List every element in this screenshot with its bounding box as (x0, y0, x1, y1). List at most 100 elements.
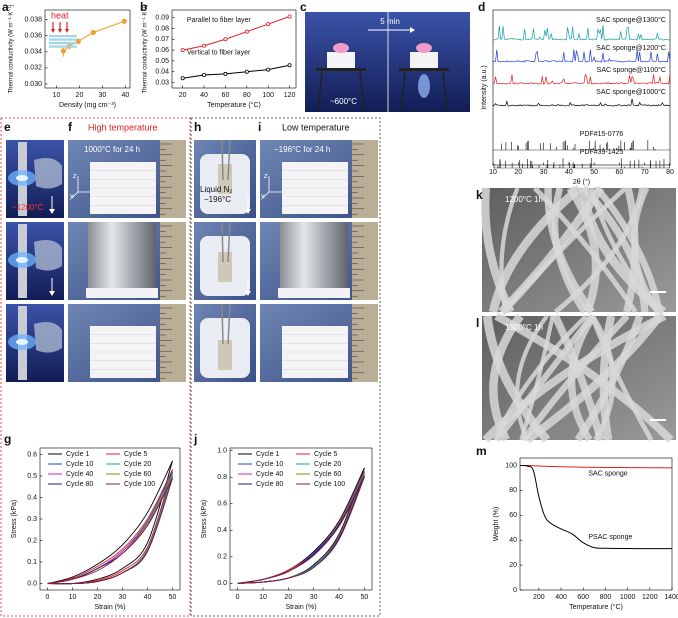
heat-arrow-head (65, 29, 69, 33)
loading-curve (237, 475, 365, 584)
trace-label: SAC sponge@1200°C (596, 44, 666, 52)
y-tick-label: 0.036 (24, 33, 42, 40)
y-axis-label: Thermal conductivity (W m⁻¹ K⁻¹) (9, 4, 15, 93)
point (244, 29, 249, 34)
hand (34, 158, 62, 189)
loading-curve (237, 476, 365, 584)
glow-core (16, 257, 28, 263)
axis-letter: z (72, 173, 77, 180)
x-tick-label: 70 (641, 169, 649, 176)
glow-core (16, 339, 28, 345)
stand (316, 68, 366, 71)
legend-label: Cycle 20 (314, 461, 341, 468)
x-axis-label: Strain (%) (94, 604, 125, 611)
fiber-layer (49, 45, 77, 48)
series-label: Vertical to fiber layer (187, 50, 251, 57)
y-tick-label: 0.032 (24, 65, 42, 72)
y-axis-label: Thermal conductivity (W m⁻¹ K⁻¹) (143, 4, 149, 93)
tweezer (221, 303, 224, 345)
point (60, 48, 66, 54)
legend-label: Cycle 40 (66, 471, 93, 478)
x-tick-label: 60 (616, 169, 624, 176)
point (223, 71, 228, 76)
arrow-head (410, 27, 415, 33)
y-tick-label: 0.04 (155, 69, 169, 76)
unloading-curve (237, 473, 365, 584)
loading-curve (47, 473, 173, 584)
y-tick-label: 0.6 (27, 451, 37, 458)
sem-label: 1300°C 1h (505, 323, 543, 332)
point (266, 67, 271, 72)
photo-text: −196°C (204, 195, 231, 204)
x-tick-label: 800 (600, 594, 612, 601)
y-tick-label: 0.07 (155, 36, 169, 43)
stand-leg (400, 70, 406, 111)
sponge (218, 340, 232, 370)
panel-title: High temperature (88, 122, 158, 132)
legend-label: Cycle 60 (314, 471, 341, 478)
x-tick-label: 100 (262, 92, 274, 99)
unloading-curve (237, 474, 365, 584)
x-tick-label: 60 (222, 92, 230, 99)
photo-text: ~1200°C (12, 203, 44, 212)
x-tick-label: 40 (144, 594, 152, 601)
loading-curve (47, 469, 173, 584)
fiber (544, 187, 595, 315)
plot-frame (44, 9, 131, 89)
loading-curve (47, 460, 173, 584)
fiber (594, 185, 663, 313)
sponge (86, 288, 158, 298)
y-tick-label: 0.4 (27, 494, 37, 501)
x-tick-label: 0 (46, 594, 50, 601)
stick-label: PDF#15-0776 (580, 131, 624, 138)
point (121, 18, 127, 24)
point (180, 76, 185, 81)
legend-label: Cycle 1 (256, 451, 279, 458)
x-tick-label: 40 (335, 594, 343, 601)
unloading-curve (237, 474, 365, 584)
arrow-head (245, 291, 251, 296)
x-tick-label: 10 (259, 594, 267, 601)
xrd-trace (492, 73, 671, 85)
photo-text: ~600°C (330, 97, 357, 106)
panel-letter: i (258, 120, 261, 134)
flame (418, 74, 430, 98)
panel-letter: m (476, 444, 487, 458)
ruler (352, 140, 378, 218)
arrow-head (245, 209, 251, 214)
heat-arrow-head (58, 29, 62, 33)
y-tick-label: 60 (509, 512, 517, 519)
y-tick-label: 0.2 (27, 537, 37, 544)
legend-label: Cycle 5 (314, 451, 337, 458)
x-tick-label: 30 (310, 594, 318, 601)
legend-label: Cycle 10 (256, 461, 283, 468)
high-temp-frame (0, 117, 191, 617)
sponge (218, 252, 232, 282)
panel-letter: g (4, 432, 11, 446)
point (244, 69, 249, 74)
unloading-curve (237, 477, 365, 584)
y-axis-label: Weight (%) (493, 507, 500, 542)
trace-label: SAC sponge@1000°C (596, 88, 666, 96)
panel-letter: a (2, 0, 9, 14)
loading-curve (47, 477, 173, 584)
fiber (494, 312, 674, 443)
metal (280, 222, 348, 288)
metal (88, 222, 156, 288)
x-tick-label: 200 (533, 594, 545, 601)
sponge (410, 52, 438, 68)
x-tick-label: 20 (76, 92, 84, 99)
fiber (631, 186, 661, 314)
flower (333, 43, 349, 53)
unloading-curve (237, 475, 365, 584)
y-tick-label: 0.038 (24, 16, 42, 23)
legend-label: Cycle 20 (124, 461, 151, 468)
ruler (352, 222, 378, 300)
axis-letter: x (282, 194, 287, 201)
y-tick-label: 0.2 (217, 554, 227, 561)
point (287, 63, 292, 68)
tweezer (227, 303, 231, 345)
ruler (160, 222, 186, 300)
y-tick-label: 0.06 (155, 47, 169, 54)
